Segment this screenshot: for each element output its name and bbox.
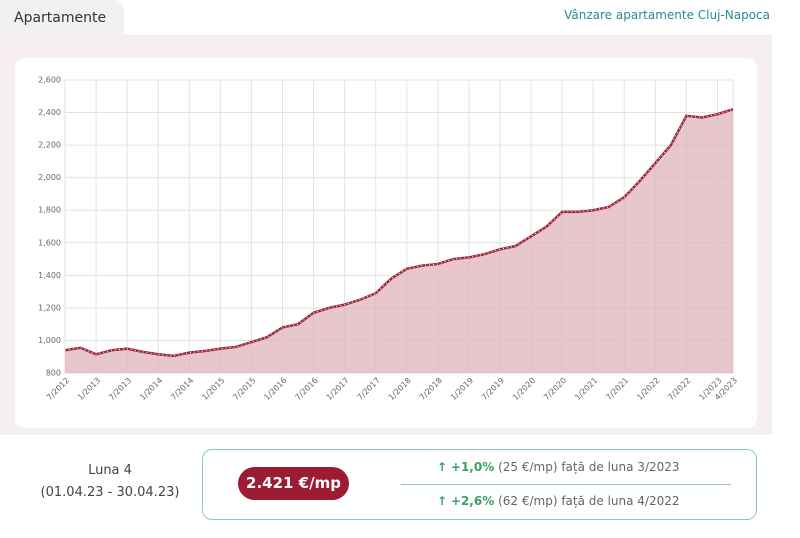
reference: față de luna 3/2023 bbox=[561, 460, 680, 474]
y-tick-label: 1,200 bbox=[38, 303, 61, 312]
x-tick-label: 1/2022 bbox=[635, 376, 661, 402]
period-info: Luna 4 (01.04.23 - 30.04.23) bbox=[30, 460, 190, 504]
area bbox=[65, 109, 733, 374]
x-tick-label: 1/2015 bbox=[200, 376, 226, 402]
separator bbox=[401, 484, 731, 485]
y-tick-label: 1,000 bbox=[38, 336, 61, 345]
summary-box: 2.421 €/mp ↑ +1,0% (25 €/mp) față de lun… bbox=[202, 449, 757, 520]
x-tick-label: 7/2022 bbox=[666, 376, 692, 402]
x-tick-label: 7/2012 bbox=[45, 376, 71, 402]
x-tick-label: 1/2021 bbox=[573, 376, 599, 402]
x-tick-label: 1/2017 bbox=[325, 376, 351, 402]
x-tick-label: 7/2015 bbox=[231, 376, 257, 402]
y-tick-label: 1,600 bbox=[38, 238, 61, 247]
x-tick-label: 1/2018 bbox=[387, 376, 413, 402]
x-tick-label: 7/2019 bbox=[480, 376, 506, 402]
amount: (25 €/mp) bbox=[498, 460, 558, 474]
page-link[interactable]: Vânzare apartamente Cluj-Napoca bbox=[564, 8, 770, 22]
tab[interactable]: Apartamente bbox=[0, 0, 124, 36]
x-tick-label: 7/2017 bbox=[356, 376, 382, 402]
y-tick-label: 2,000 bbox=[38, 173, 61, 182]
line-dots bbox=[64, 108, 734, 357]
percent: +2,6% bbox=[450, 494, 495, 508]
x-tick-label: 7/2021 bbox=[604, 376, 630, 402]
x-tick-label: 7/2018 bbox=[418, 376, 444, 402]
x-tick-label: 1/2014 bbox=[138, 376, 164, 402]
month: Luna 4 bbox=[88, 463, 132, 478]
arrow: ↑ bbox=[437, 460, 448, 474]
change-row: ↑ +1,0% (25 €/mp) față de luna 3/2023 bbox=[437, 460, 680, 474]
price: 2.421 €/mp bbox=[238, 467, 349, 500]
x-tick-label: 7/2013 bbox=[107, 376, 133, 402]
x-tick-label: 7/2014 bbox=[169, 376, 195, 402]
x-tick-label: 1/2016 bbox=[262, 376, 288, 402]
y-tick-label: 2,400 bbox=[38, 108, 61, 117]
x-tick-label: 7/2016 bbox=[293, 376, 319, 402]
arrow: ↑ bbox=[437, 494, 448, 508]
chart: 800 1,000 1,200 1,400 1,600 1,800 2,000 2,200 2,… bbox=[38, 76, 739, 403]
y-tick-label: 2,600 bbox=[38, 76, 61, 85]
reference: față de luna 4/2022 bbox=[561, 494, 680, 508]
percent: +1,0% bbox=[450, 460, 495, 474]
x-tick-label: 1/2013 bbox=[76, 376, 102, 402]
y-tick-label: 1,800 bbox=[38, 206, 61, 215]
x-tick-label: 7/2020 bbox=[542, 376, 568, 402]
change-row: ↑ +2,6% (62 €/mp) față de luna 4/2022 bbox=[437, 494, 680, 508]
y-tick-label: 1,400 bbox=[38, 271, 61, 280]
x-tick-label: 1/2019 bbox=[449, 376, 475, 402]
period: (01.04.23 - 30.04.23) bbox=[40, 485, 180, 500]
y-tick-label: 2,200 bbox=[38, 141, 61, 150]
x-tick-label: 1/2020 bbox=[511, 376, 537, 402]
amount: (62 €/mp) bbox=[498, 494, 558, 508]
y-tick-label: 800 bbox=[46, 369, 61, 378]
